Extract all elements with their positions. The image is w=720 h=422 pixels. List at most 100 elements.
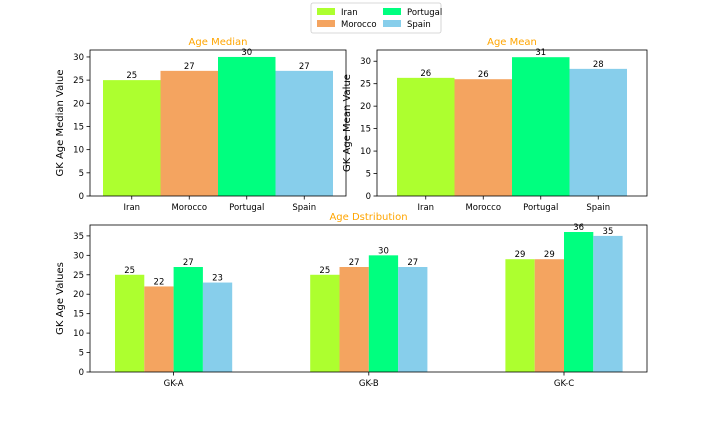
legend-swatch bbox=[317, 20, 335, 27]
legend-label: Morocco bbox=[341, 20, 377, 30]
chart-mean: Age Mean GK Age Mean Value 0 5 10 15 20 25 30 26 I… bbox=[342, 37, 648, 213]
y-tick-label: 10 bbox=[73, 329, 84, 339]
bar-value-label: 27 bbox=[349, 258, 360, 268]
legend-item-spain: Spain bbox=[383, 20, 431, 30]
y-tick-label: 10 bbox=[360, 147, 371, 157]
bar-spain bbox=[569, 68, 627, 196]
bar-gk-a-portugal bbox=[173, 267, 203, 372]
bar-value-label: 22 bbox=[154, 277, 165, 287]
legend-box bbox=[310, 2, 442, 34]
legend-label: Portugal bbox=[407, 8, 442, 18]
bar-morocco bbox=[454, 79, 512, 196]
bar-spain bbox=[275, 70, 333, 196]
bar-gk-c-morocco bbox=[534, 259, 564, 372]
bar-value-label: 27 bbox=[184, 62, 195, 72]
y-tick-label: 25 bbox=[360, 80, 371, 90]
bar-value-label: 27 bbox=[407, 258, 418, 268]
y-tick-label: 15 bbox=[360, 125, 371, 135]
bar-value-label: 35 bbox=[603, 227, 614, 237]
bar-value-label: 25 bbox=[124, 266, 135, 276]
y-tick-label: 5 bbox=[79, 169, 84, 179]
x-tick-label: GK-A bbox=[164, 379, 184, 389]
charts: Age Median GK Age Median Value 0 5 10 15 20 25 3… bbox=[55, 37, 648, 389]
y-tick-label: 20 bbox=[73, 99, 84, 109]
bar-gk-c-iran bbox=[505, 259, 535, 372]
chart-median: Age Median GK Age Median Value 0 5 10 15 20 25 3… bbox=[55, 37, 347, 213]
x-tick-label: Spain bbox=[586, 203, 610, 213]
bar-value-label: 31 bbox=[535, 48, 546, 58]
bar-gk-b-morocco bbox=[339, 267, 369, 372]
y-tick-label: 10 bbox=[73, 146, 84, 156]
bar-gk-b-iran bbox=[310, 274, 340, 372]
bar-portugal bbox=[512, 57, 570, 197]
legend-label: Spain bbox=[407, 20, 431, 30]
bar-gk-c-portugal bbox=[564, 232, 594, 372]
plot-frame bbox=[89, 224, 648, 373]
bar-value-label: 26 bbox=[420, 69, 431, 79]
y-axis-label: GK Age Median Value bbox=[55, 69, 66, 176]
y-tick-label: 5 bbox=[366, 170, 371, 180]
legend-swatch bbox=[317, 8, 335, 15]
legend: Iran Morocco Portugal Spain bbox=[310, 2, 442, 34]
chart-distribution: Age Dstribution GK Age Values 0 5 10 15 20 25 30… bbox=[55, 212, 648, 389]
y-tick-label: 0 bbox=[79, 368, 84, 378]
chart-title: Age Mean bbox=[487, 37, 537, 48]
bar-gk-a-spain bbox=[202, 282, 233, 372]
bar-gk-a-iran bbox=[115, 274, 145, 372]
chart-title: Age Dstribution bbox=[329, 212, 407, 223]
bar-value-label: 36 bbox=[573, 223, 584, 233]
legend-item-iran: Iran bbox=[317, 8, 358, 18]
bar-value-label: 30 bbox=[241, 48, 252, 58]
bar-morocco bbox=[160, 70, 218, 196]
y-tick-label: 30 bbox=[73, 251, 84, 261]
bar-value-label: 25 bbox=[126, 71, 137, 81]
x-tick-label: Morocco bbox=[465, 203, 501, 213]
y-tick-label: 35 bbox=[73, 232, 84, 242]
legend-item-portugal: Portugal bbox=[383, 8, 442, 18]
bar-value-label: 29 bbox=[544, 250, 555, 260]
legend-swatch bbox=[383, 20, 401, 27]
bar-value-label: 25 bbox=[319, 266, 330, 276]
y-axis-label: GK Age Mean Value bbox=[342, 74, 353, 172]
y-tick-label: 0 bbox=[79, 192, 84, 202]
bar-portugal bbox=[218, 56, 276, 197]
bar-value-label: 27 bbox=[183, 258, 194, 268]
bar-value-label: 28 bbox=[593, 60, 604, 70]
bar-value-label: 30 bbox=[378, 246, 389, 256]
bar-value-label: 26 bbox=[478, 70, 489, 80]
x-tick-label: Morocco bbox=[171, 203, 207, 213]
y-tick-label: 30 bbox=[73, 53, 84, 63]
legend-swatch bbox=[383, 8, 401, 15]
bar-gk-b-portugal bbox=[368, 255, 399, 372]
bar-value-label: 27 bbox=[299, 62, 310, 72]
y-tick-label: 20 bbox=[73, 290, 84, 300]
bar-value-label: 23 bbox=[212, 274, 223, 284]
legend-item-morocco: Morocco bbox=[317, 20, 377, 30]
bar-iran bbox=[397, 77, 455, 196]
bar-gk-b-spain bbox=[398, 267, 428, 372]
y-tick-label: 20 bbox=[360, 102, 371, 112]
x-tick-label: Portugal bbox=[229, 203, 264, 213]
y-tick-label: 25 bbox=[73, 271, 84, 281]
bar-iran bbox=[103, 80, 161, 196]
plot-frame bbox=[376, 49, 648, 197]
chart-title: Age Median bbox=[189, 37, 248, 48]
x-tick-label: Iran bbox=[123, 203, 140, 213]
x-tick-label: Portugal bbox=[523, 203, 558, 213]
x-tick-label: GK-C bbox=[554, 379, 574, 389]
y-tick-label: 0 bbox=[366, 192, 371, 202]
y-tick-label: 15 bbox=[73, 122, 84, 132]
y-tick-label: 25 bbox=[73, 76, 84, 86]
y-axis-label: GK Age Values bbox=[55, 262, 66, 335]
x-tick-label: GK-B bbox=[359, 379, 379, 389]
x-tick-label: Spain bbox=[292, 203, 316, 213]
bar-gk-a-morocco bbox=[144, 286, 174, 372]
plot-frame bbox=[89, 49, 347, 197]
bar-gk-c-spain bbox=[593, 235, 623, 372]
legend-label: Iran bbox=[341, 8, 358, 18]
y-tick-label: 15 bbox=[73, 310, 84, 320]
x-tick-label: Iran bbox=[417, 203, 434, 213]
bar-value-label: 29 bbox=[515, 250, 526, 260]
